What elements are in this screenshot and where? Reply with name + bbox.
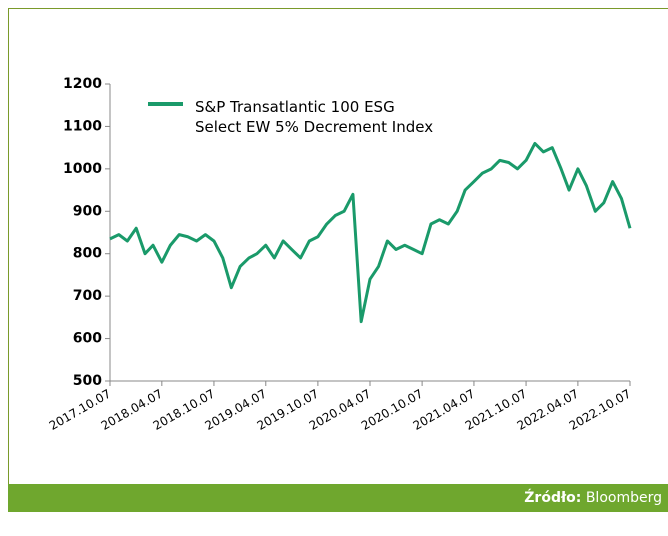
y-tick-label: 900 bbox=[73, 203, 102, 219]
y-tick-label: 700 bbox=[73, 288, 102, 304]
footer: Źródło: Bloomberg bbox=[8, 484, 668, 512]
y-tick-label: 800 bbox=[73, 246, 102, 262]
y-tick-label: 1000 bbox=[63, 161, 102, 177]
source-label: Źródło: bbox=[524, 490, 582, 506]
y-tick-label: 1100 bbox=[63, 118, 102, 134]
y-tick-label: 1200 bbox=[63, 76, 102, 92]
legend-label: S&P Transatlantic 100 ESG Select EW 5% D… bbox=[195, 98, 434, 136]
y-tick-label: 500 bbox=[73, 373, 102, 389]
series-line bbox=[109, 141, 632, 324]
source: Bloomberg bbox=[585, 490, 662, 506]
y-tick-label: 600 bbox=[73, 331, 102, 347]
